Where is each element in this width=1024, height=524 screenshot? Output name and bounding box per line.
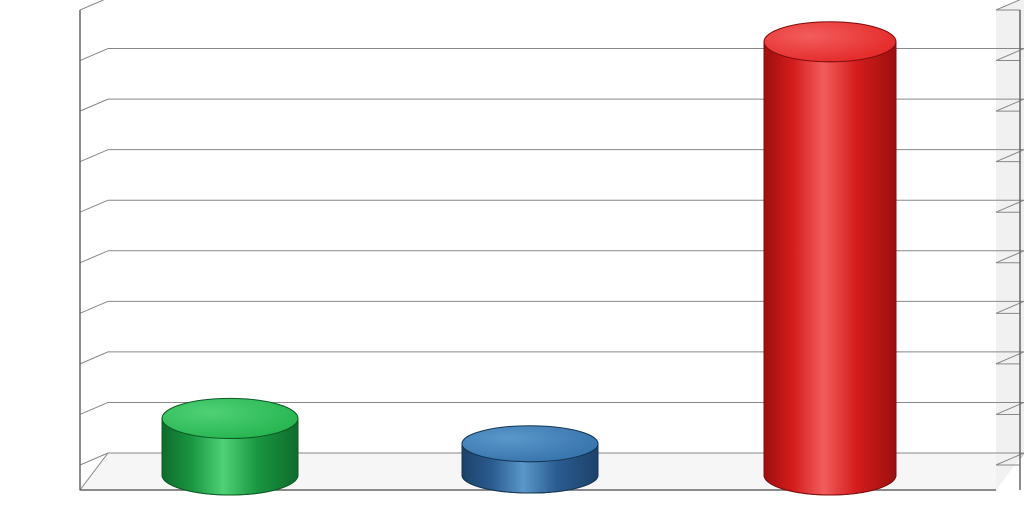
chart-canvas bbox=[0, 0, 1024, 524]
bar-b bbox=[462, 426, 598, 493]
cylinder-bar-chart bbox=[0, 0, 1024, 524]
bar-c bbox=[764, 22, 896, 495]
bar-a bbox=[162, 398, 298, 495]
